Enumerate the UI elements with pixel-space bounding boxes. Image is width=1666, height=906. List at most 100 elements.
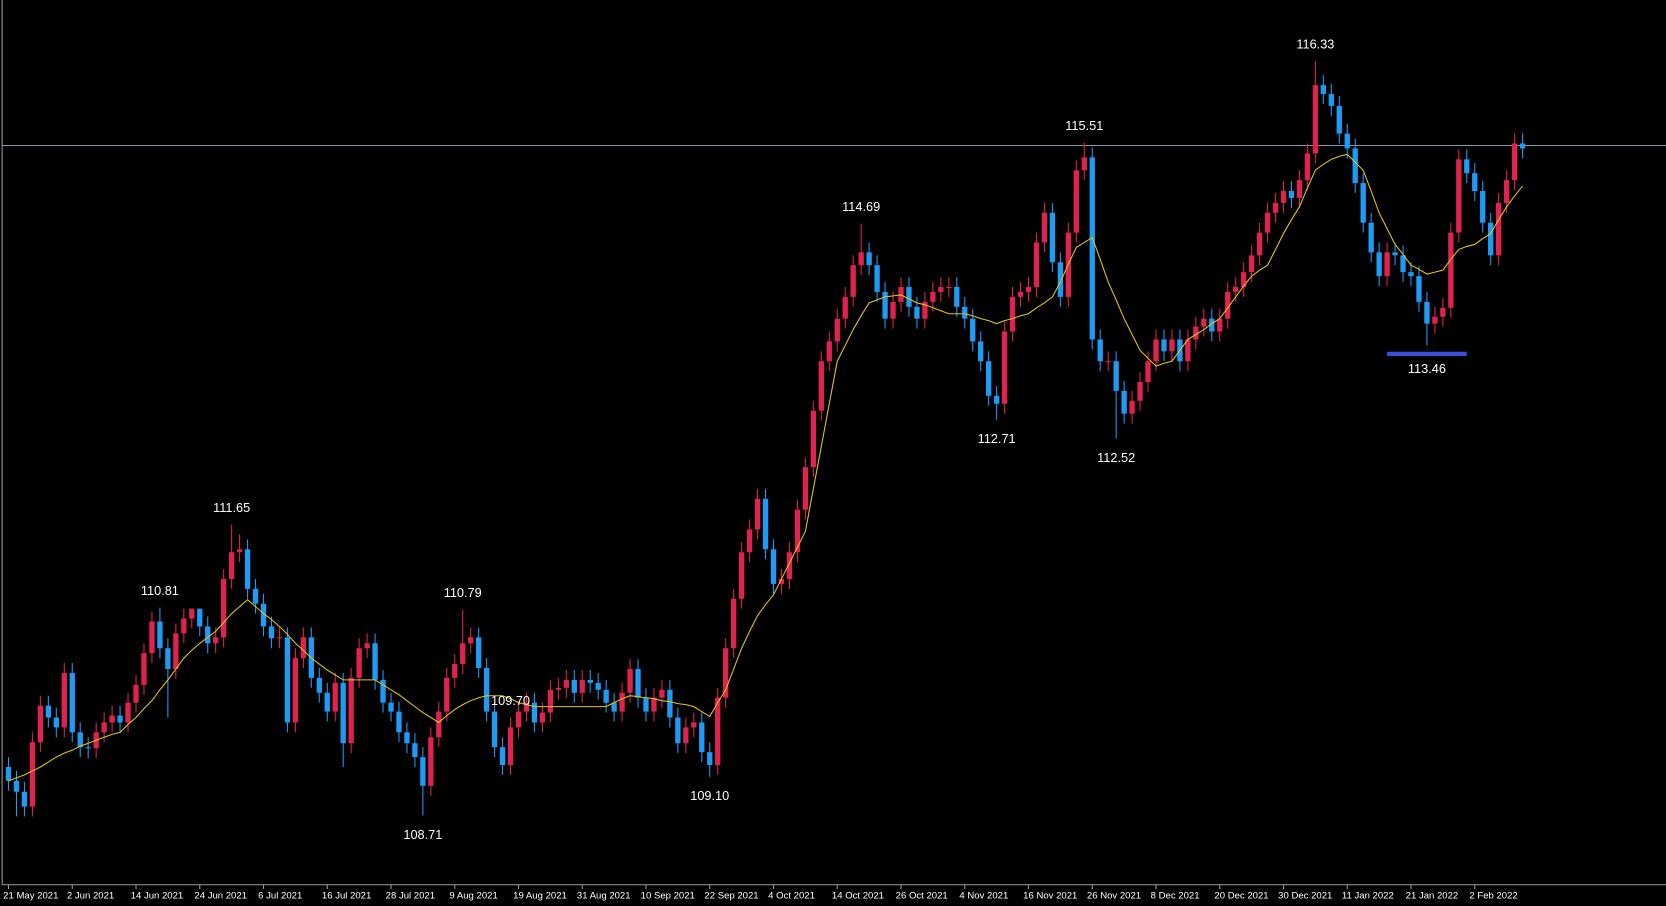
candle-body	[627, 669, 633, 693]
candle-body	[1503, 180, 1510, 203]
x-tick-label: 2 Feb 2022	[1469, 891, 1517, 902]
candle-body	[619, 692, 625, 712]
price-annotation: 111.65	[213, 500, 250, 515]
candle-body	[1121, 390, 1127, 414]
candle-body	[507, 727, 514, 766]
candle-body	[1280, 191, 1287, 203]
x-tick-label: 8 Dec 2021	[1151, 891, 1200, 902]
candle-body	[699, 722, 705, 753]
candle-body	[213, 637, 219, 644]
candle-body	[77, 732, 83, 748]
candle-body	[651, 697, 657, 712]
candle-body	[1496, 202, 1502, 256]
candle-body	[1009, 296, 1016, 332]
candle-body	[1264, 212, 1271, 233]
candle-body	[547, 689, 554, 713]
candle-body	[420, 757, 426, 786]
x-tick-label: 21 May 2021	[3, 891, 58, 902]
candle-body	[476, 637, 482, 669]
x-tick-label: 20 Dec 2021	[1214, 891, 1268, 902]
candle-body	[826, 341, 832, 362]
candle-body	[770, 549, 777, 584]
candle-body	[810, 410, 816, 468]
candle-body	[746, 529, 753, 553]
candle-body	[165, 648, 171, 670]
candle-body	[125, 702, 131, 723]
candle-body	[946, 287, 952, 289]
candle-body	[834, 318, 840, 342]
candle-body	[1057, 262, 1064, 297]
candle-body	[412, 743, 418, 758]
candle-body	[1161, 339, 1167, 352]
candle-body	[1336, 105, 1342, 134]
candle-body	[1360, 183, 1366, 223]
candle-body	[1248, 255, 1255, 273]
candle-body	[603, 689, 609, 703]
candle-body	[388, 702, 394, 712]
candle-body	[173, 633, 179, 670]
candle-body	[882, 291, 888, 319]
candle-body	[1376, 252, 1382, 277]
candle-body	[356, 648, 362, 678]
candle-body	[890, 301, 896, 319]
candle-body	[21, 791, 28, 807]
candle-body	[1448, 232, 1454, 308]
candle-body	[930, 291, 936, 302]
candle-body	[460, 643, 466, 665]
candle-body	[1033, 242, 1040, 288]
candle-body	[1113, 361, 1119, 391]
price-annotation: 109.10	[690, 788, 729, 803]
candle-body	[444, 677, 450, 712]
candle-body	[723, 648, 729, 698]
candle-body	[1424, 301, 1430, 324]
candle-body	[300, 637, 306, 659]
candle-body	[181, 618, 187, 634]
candle-body	[109, 715, 115, 723]
price-annotation: 115.51	[1065, 118, 1103, 133]
candle-body	[1304, 153, 1311, 181]
candle-body	[244, 549, 251, 589]
candle-body	[260, 603, 267, 627]
candle-body	[189, 608, 195, 619]
candle-body	[428, 737, 434, 786]
price-annotation: 112.52	[1097, 450, 1135, 465]
candle-body	[1416, 276, 1422, 302]
candle-body	[1049, 212, 1056, 263]
x-tick-label: 9 Aug 2021	[449, 891, 497, 902]
candle-body	[1217, 318, 1223, 332]
candle-body	[1344, 133, 1350, 149]
candle-body	[842, 296, 848, 319]
candle-body	[731, 598, 737, 649]
candle-body	[587, 679, 593, 683]
candle-body	[1511, 143, 1518, 181]
x-tick-label: 21 Jan 2022	[1406, 891, 1459, 902]
candle-body	[539, 712, 546, 723]
candle-body	[531, 702, 538, 723]
candle-body	[141, 653, 147, 685]
candle-body	[284, 637, 291, 723]
x-tick-label: 14 Oct 2021	[832, 891, 884, 902]
candle-body	[707, 752, 713, 766]
candle-body	[962, 306, 968, 319]
x-tick-label: 4 Oct 2021	[768, 891, 815, 902]
candle-body	[523, 702, 530, 712]
candle-body	[1392, 252, 1398, 256]
candle-body	[754, 498, 761, 530]
candle-body	[197, 608, 203, 627]
candle-body	[468, 637, 474, 644]
x-tick-label: 22 Sep 2021	[704, 891, 758, 902]
x-tick-label: 16 Nov 2021	[1023, 891, 1077, 902]
price-annotation: 110.79	[444, 585, 482, 600]
candle-body	[316, 677, 322, 693]
candle-body	[993, 395, 1000, 404]
candle-body	[1233, 287, 1239, 292]
x-tick-label: 6 Jul 2021	[258, 891, 302, 902]
candle-body	[13, 780, 20, 792]
candle-body	[1400, 255, 1406, 273]
candle-body	[1017, 291, 1024, 297]
candle-body	[292, 658, 299, 723]
candle-body	[205, 626, 211, 644]
candle-body	[61, 672, 67, 728]
